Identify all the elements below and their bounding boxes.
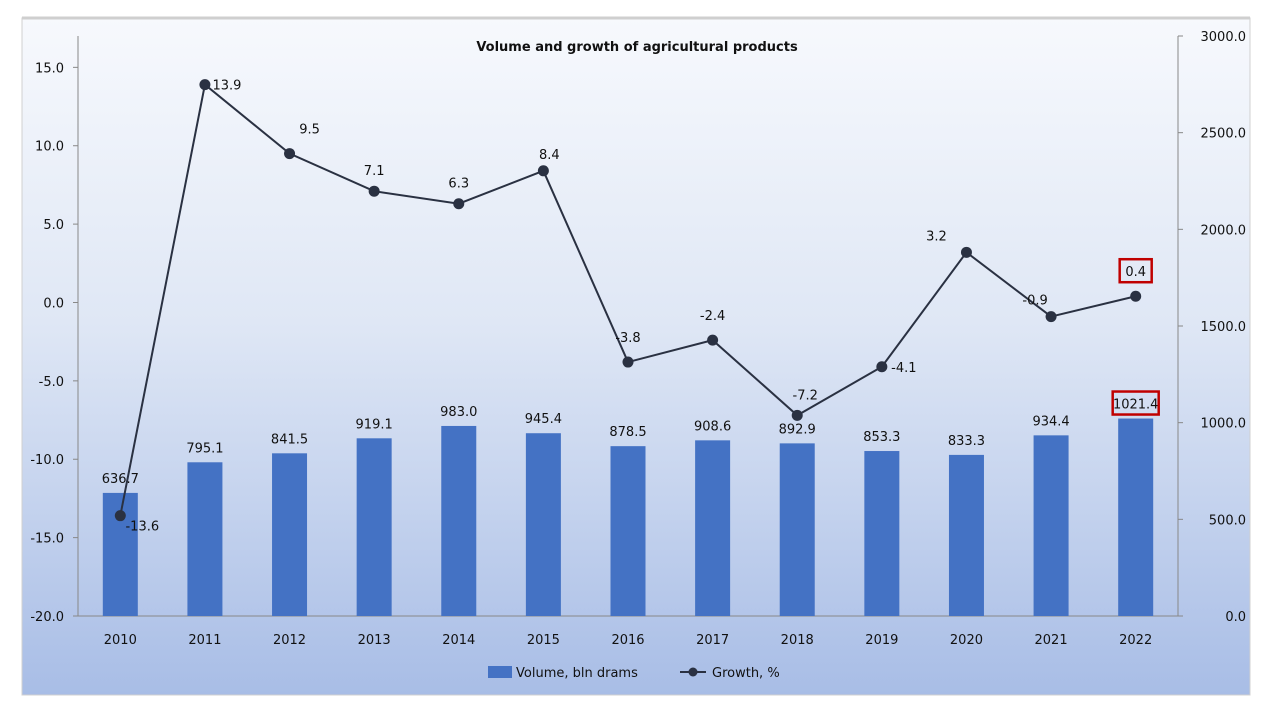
growth-label-2016: -3.8 xyxy=(615,331,640,346)
left-tick-label: 5.0 xyxy=(43,218,64,233)
right-tick-label: 3000.0 xyxy=(1201,30,1247,45)
right-tick-label: 1000.0 xyxy=(1201,417,1247,432)
growth-label-2013: 7.1 xyxy=(364,164,385,179)
bar-label-2011: 795.1 xyxy=(186,441,223,456)
right-tick-label: 500.0 xyxy=(1209,513,1246,528)
bar-2011 xyxy=(187,462,223,616)
bar-2013 xyxy=(356,438,392,616)
x-tick-label: 2012 xyxy=(273,633,306,648)
x-tick-label: 2015 xyxy=(527,633,560,648)
x-tick-label: 2020 xyxy=(950,633,983,648)
bar-2012 xyxy=(272,453,308,616)
bar-2018 xyxy=(779,443,815,616)
right-tick-label: 2000.0 xyxy=(1201,223,1247,238)
growth-point-2018 xyxy=(791,409,803,421)
legend-swatch-volume xyxy=(488,666,512,678)
growth-label-2019: -4.1 xyxy=(891,361,916,376)
growth-label-2017: -2.4 xyxy=(700,309,725,324)
growth-label-2022: 0.4 xyxy=(1125,265,1146,280)
left-tick-label: 10.0 xyxy=(35,140,64,155)
bar-2020 xyxy=(948,454,984,616)
growth-label-2015: 8.4 xyxy=(539,148,560,163)
chart-title: Volume and growth of agricultural produc… xyxy=(476,40,798,55)
growth-point-2014 xyxy=(453,198,465,210)
growth-label-2014: 6.3 xyxy=(448,177,469,192)
growth-point-2019 xyxy=(876,361,888,373)
left-tick-label: -5.0 xyxy=(39,375,64,390)
growth-point-2022 xyxy=(1130,290,1142,302)
bar-2014 xyxy=(441,425,477,616)
bar-label-2014: 983.0 xyxy=(440,405,477,420)
bar-label-2012: 841.5 xyxy=(271,432,308,447)
growth-point-2021 xyxy=(1045,311,1057,323)
growth-point-2015 xyxy=(537,165,549,177)
growth-point-2013 xyxy=(368,185,380,197)
growth-point-2012 xyxy=(284,148,296,160)
legend-label-volume: Volume, bln drams xyxy=(516,666,638,681)
right-tick-label: 1500.0 xyxy=(1201,320,1247,335)
x-tick-label: 2021 xyxy=(1035,633,1068,648)
growth-point-2020 xyxy=(960,246,972,258)
left-tick-label: 0.0 xyxy=(43,296,64,311)
x-tick-label: 2019 xyxy=(865,633,898,648)
growth-point-2011 xyxy=(199,79,211,91)
growth-label-2012: 9.5 xyxy=(299,123,320,138)
bar-2021 xyxy=(1033,435,1069,616)
left-tick-label: 15.0 xyxy=(35,61,64,76)
highlight-box xyxy=(1111,390,1160,416)
bar-label-2020: 833.3 xyxy=(948,434,985,449)
growth-point-2016 xyxy=(622,356,634,368)
growth-label-2010: -13.6 xyxy=(125,520,159,535)
bar-label-2019: 853.3 xyxy=(863,430,900,445)
bar-label-2010: 636.7 xyxy=(102,472,139,487)
bar-label-2021: 934.4 xyxy=(1032,414,1069,429)
growth-label-2011: 13.9 xyxy=(212,79,241,94)
left-tick-label: -15.0 xyxy=(30,532,64,547)
bar-2019 xyxy=(864,451,900,616)
legend-marker-growth xyxy=(688,667,698,677)
left-tick-label: -10.0 xyxy=(30,453,64,468)
bar-2022 xyxy=(1118,418,1154,616)
legend-label-growth: Growth, % xyxy=(712,666,780,681)
right-tick-label: 2500.0 xyxy=(1201,127,1247,142)
bar-label-2015: 945.4 xyxy=(525,412,562,427)
growth-label-2021: -0.9 xyxy=(1022,294,1047,309)
right-tick-label: 0.0 xyxy=(1225,610,1246,625)
x-tick-label: 2013 xyxy=(358,633,391,648)
bar-label-2022: 1021.4 xyxy=(1113,398,1159,413)
x-tick-label: 2011 xyxy=(188,633,221,648)
x-tick-label: 2018 xyxy=(781,633,814,648)
bar-2016 xyxy=(610,446,646,616)
legend: Volume, bln drams Growth, % xyxy=(488,666,780,681)
left-tick-label: -20.0 xyxy=(30,610,64,625)
bar-label-2016: 878.5 xyxy=(609,425,646,440)
bar-label-2013: 919.1 xyxy=(356,417,393,432)
growth-label-2018: -7.2 xyxy=(793,388,818,403)
bar-2015 xyxy=(525,433,561,616)
bar-2017 xyxy=(695,440,731,616)
x-tick-label: 2017 xyxy=(696,633,729,648)
bar-label-2017: 908.6 xyxy=(694,419,731,434)
x-tick-label: 2010 xyxy=(104,633,137,648)
growth-point-2010 xyxy=(114,510,126,522)
bar-label-2018: 892.9 xyxy=(779,422,816,437)
growth-label-2020: 3.2 xyxy=(926,229,947,244)
highlight-box xyxy=(1118,257,1153,284)
growth-point-2017 xyxy=(707,334,719,346)
x-tick-label: 2014 xyxy=(442,633,475,648)
x-tick-label: 2022 xyxy=(1119,633,1152,648)
x-tick-label: 2016 xyxy=(611,633,644,648)
